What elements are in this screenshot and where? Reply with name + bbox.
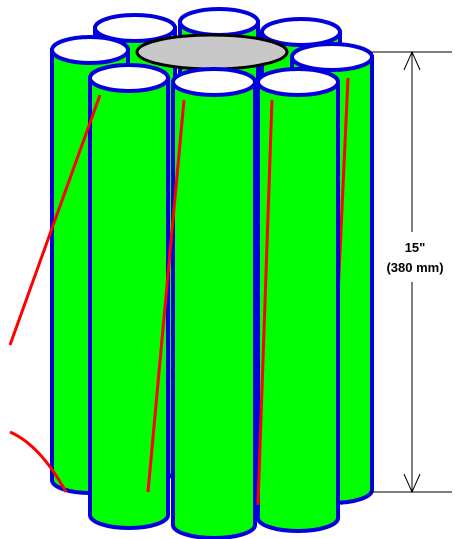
wire bbox=[8, 94, 102, 346]
dimension-arrow bbox=[403, 473, 421, 494]
cylinder-bundle bbox=[8, 7, 374, 539]
cylinder-top bbox=[178, 7, 260, 37]
cylinder bbox=[171, 80, 257, 539]
cylinder-top bbox=[290, 42, 374, 72]
dimension-metric: (380 mm) bbox=[386, 260, 443, 275]
cylinder bbox=[88, 76, 170, 530]
cylinder-top bbox=[171, 67, 257, 97]
wire bbox=[9, 430, 68, 493]
cylinder-top bbox=[93, 13, 177, 43]
cylinder-top bbox=[50, 35, 130, 65]
wire bbox=[256, 99, 274, 506]
dimension-arrow bbox=[403, 50, 421, 71]
wire bbox=[146, 99, 186, 493]
center-tube bbox=[135, 33, 289, 71]
cylinder-top bbox=[260, 17, 342, 47]
dimension bbox=[370, 50, 452, 494]
cylinder-top bbox=[256, 67, 340, 97]
cylinder-top bbox=[88, 63, 170, 93]
cylinder bbox=[256, 80, 340, 533]
dimension-label: 15" bbox=[405, 240, 426, 255]
